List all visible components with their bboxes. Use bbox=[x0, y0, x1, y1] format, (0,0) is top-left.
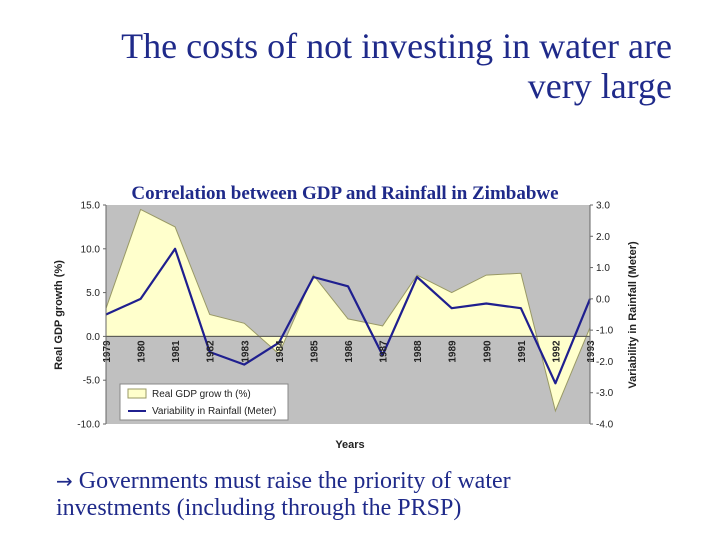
x-tick-label: 1987 bbox=[379, 340, 390, 363]
y-right-tick-label: 3.0 bbox=[596, 201, 610, 212]
x-tick-label: 1990 bbox=[482, 340, 493, 363]
y-axis-left-label: Real GDP growth (%) bbox=[53, 260, 65, 370]
x-axis-label: Years bbox=[335, 439, 364, 451]
legend-box bbox=[119, 383, 289, 421]
y-right-tick-label: -3.0 bbox=[596, 388, 614, 399]
legend-swatch-gdp bbox=[127, 388, 147, 399]
y-right-tick-label: 1.0 bbox=[596, 263, 610, 274]
x-tick-label: 1991 bbox=[517, 340, 528, 363]
y-left-tick-label: 5.0 bbox=[86, 288, 100, 299]
y-left-tick-label: 15.0 bbox=[81, 201, 101, 212]
chart-title: Correlation between GDP and Rainfall in … bbox=[131, 183, 558, 204]
legend: Real GDP grow th (%) Variability in Rain… bbox=[119, 383, 289, 421]
x-tick-label: 1980 bbox=[137, 340, 148, 363]
y-axis-right-label: Variability in Rainfall (Meter) bbox=[627, 241, 639, 389]
x-tick-label: 1983 bbox=[240, 340, 251, 363]
x-tick-label: 1982 bbox=[206, 340, 217, 363]
y-left-tick-label: -5.0 bbox=[83, 376, 101, 387]
y-right-tick-label: -1.0 bbox=[596, 326, 614, 337]
bullet-text-line-1: Governments must raise the priority of w… bbox=[78, 468, 511, 494]
x-tick-label: 1992 bbox=[551, 340, 562, 363]
x-tick-label: 1981 bbox=[171, 340, 182, 363]
x-tick-label: 1993 bbox=[586, 340, 597, 363]
slide-title-line-1: The costs of not investing in water are bbox=[121, 26, 672, 66]
x-tick-label: 1984 bbox=[275, 340, 286, 363]
slide-title: The costs of not investing in water are … bbox=[40, 26, 672, 106]
x-tick-label: 1989 bbox=[448, 340, 459, 363]
y-right-tick-label: -4.0 bbox=[596, 420, 614, 431]
y-right-tick-label: 0.0 bbox=[596, 294, 610, 305]
chart: 1979 1980 1981 1982 1983 1984 1985 1986 1987 1988… bbox=[40, 178, 650, 456]
y-left-tick-label: 0.0 bbox=[86, 332, 100, 343]
bullet-text-line-2: investments (including through the PRSP) bbox=[56, 495, 462, 521]
legend-label-rainfall: Variability in Rainfall (Meter) bbox=[152, 406, 276, 417]
x-tick-label: 1979 bbox=[102, 340, 113, 363]
series-rainfall-line bbox=[105, 247, 592, 385]
bullet-point: → Governments must raise the priority of … bbox=[56, 468, 696, 522]
y-left-tick-label: -10.0 bbox=[77, 420, 100, 431]
x-tick-label: 1986 bbox=[344, 340, 355, 363]
y-right-tick-label: -2.0 bbox=[596, 357, 614, 368]
x-tick-label: 1988 bbox=[413, 340, 424, 363]
y-left-tick-label: 10.0 bbox=[81, 244, 101, 255]
arrow-icon: → bbox=[56, 469, 73, 493]
y-right-tick-label: 2.0 bbox=[596, 232, 610, 243]
x-tick-label: 1985 bbox=[309, 340, 320, 363]
legend-label-gdp: Real GDP grow th (%) bbox=[152, 389, 251, 400]
slide-title-line-2: very large bbox=[527, 66, 672, 106]
